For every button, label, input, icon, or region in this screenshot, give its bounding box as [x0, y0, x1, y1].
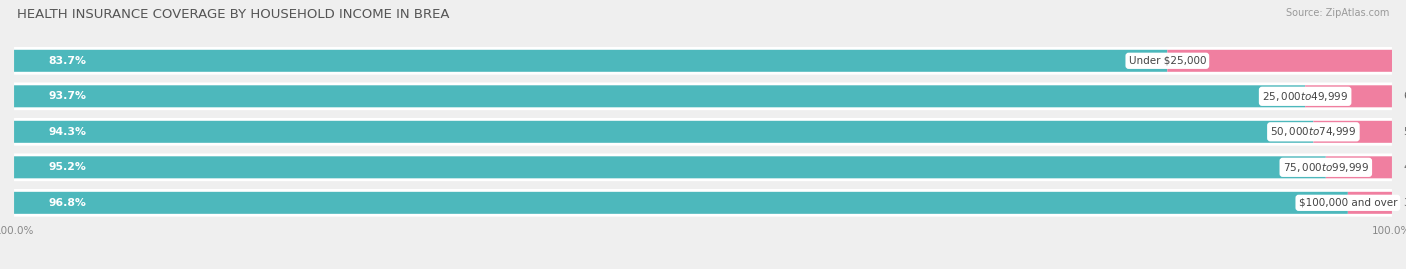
Text: 6.3%: 6.3% [1403, 91, 1406, 101]
Text: 93.7%: 93.7% [48, 91, 87, 101]
Text: 16.4%: 16.4% [1405, 56, 1406, 66]
Text: 96.8%: 96.8% [48, 198, 86, 208]
FancyBboxPatch shape [14, 154, 1392, 181]
Text: 95.2%: 95.2% [48, 162, 86, 172]
FancyBboxPatch shape [14, 85, 1305, 107]
Text: 83.7%: 83.7% [48, 56, 87, 66]
Text: Source: ZipAtlas.com: Source: ZipAtlas.com [1285, 8, 1389, 18]
Text: $50,000 to $74,999: $50,000 to $74,999 [1270, 125, 1357, 138]
FancyBboxPatch shape [1348, 192, 1392, 214]
FancyBboxPatch shape [14, 83, 1392, 110]
Text: 3.2%: 3.2% [1403, 198, 1406, 208]
Text: Under $25,000: Under $25,000 [1129, 56, 1206, 66]
Text: $75,000 to $99,999: $75,000 to $99,999 [1282, 161, 1369, 174]
Text: $100,000 and over: $100,000 and over [1299, 198, 1398, 208]
Text: 4.8%: 4.8% [1403, 162, 1406, 172]
FancyBboxPatch shape [14, 47, 1392, 75]
FancyBboxPatch shape [14, 118, 1392, 146]
FancyBboxPatch shape [14, 192, 1348, 214]
FancyBboxPatch shape [14, 189, 1392, 217]
Text: 5.7%: 5.7% [1403, 127, 1406, 137]
Text: $25,000 to $49,999: $25,000 to $49,999 [1263, 90, 1348, 103]
FancyBboxPatch shape [1167, 50, 1393, 72]
Text: 94.3%: 94.3% [48, 127, 87, 137]
Text: HEALTH INSURANCE COVERAGE BY HOUSEHOLD INCOME IN BREA: HEALTH INSURANCE COVERAGE BY HOUSEHOLD I… [17, 8, 450, 21]
FancyBboxPatch shape [1313, 121, 1392, 143]
FancyBboxPatch shape [1305, 85, 1392, 107]
FancyBboxPatch shape [1326, 156, 1392, 178]
FancyBboxPatch shape [14, 50, 1167, 72]
FancyBboxPatch shape [14, 156, 1326, 178]
FancyBboxPatch shape [14, 121, 1313, 143]
